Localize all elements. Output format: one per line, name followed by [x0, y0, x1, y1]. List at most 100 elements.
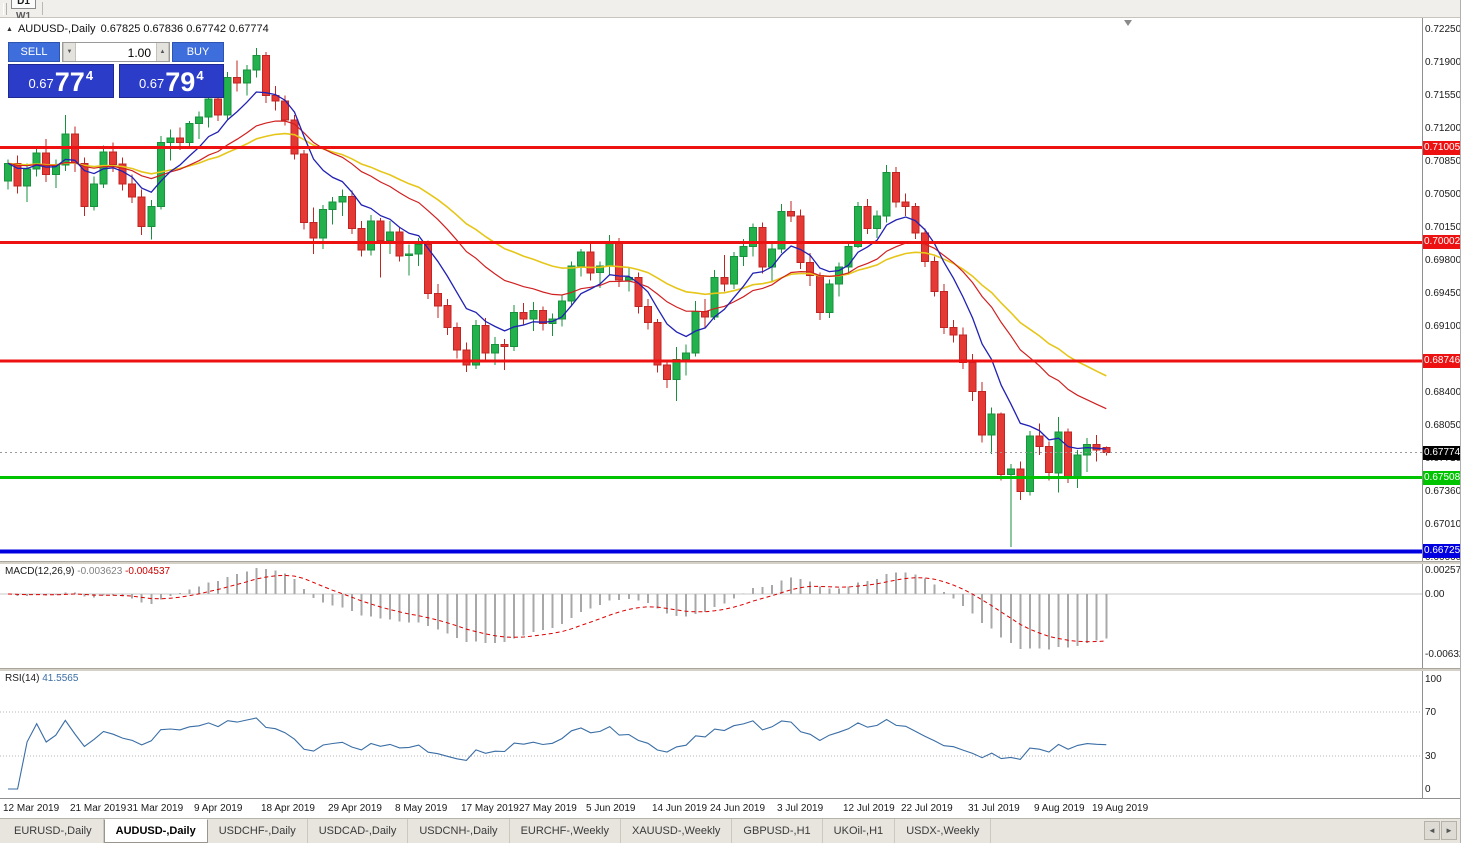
timeframe-button-w1[interactable]: W1 — [11, 9, 36, 24]
tab-scroll-left-icon[interactable]: ◄ — [1424, 821, 1440, 840]
macd-signal-value: -0.004537 — [125, 566, 171, 577]
buy-price-prefix: 0.67 — [138, 76, 165, 91]
timeframe-button-d1[interactable]: D1 — [11, 0, 36, 9]
price-axis-label: 0.67010 — [1425, 519, 1460, 530]
volume-input[interactable]: 1.00 — [127, 46, 151, 60]
level-price-tag: 0.68746 — [1423, 354, 1460, 368]
date-axis-label: 18 Apr 2019 — [261, 803, 315, 814]
levels-layer — [0, 146, 1422, 554]
candles-layer — [4, 48, 1111, 548]
chart-tab[interactable]: USDCNH-,Daily — [408, 819, 510, 843]
rsi-axis-label: 0 — [1425, 784, 1431, 795]
date-axis-label: 22 Jul 2019 — [901, 803, 953, 814]
price-axis-label: 0.69450 — [1425, 288, 1460, 299]
rsi-canvas[interactable] — [0, 671, 1422, 798]
date-axis-label: 31 Jul 2019 — [968, 803, 1020, 814]
buy-button[interactable]: BUY — [172, 42, 224, 62]
price-axis-label: 0.70850 — [1425, 156, 1460, 167]
macd-label: MACD(12,26,9) -0.003623 -0.004537 — [5, 566, 171, 577]
sell-price-pipette: 4 — [85, 68, 94, 83]
level-price-tag: 0.71005 — [1423, 141, 1460, 155]
sell-price-prefix: 0.67 — [28, 76, 54, 91]
price-axis-label: 0.71200 — [1425, 123, 1460, 134]
toolbar-drag-handle[interactable] — [3, 2, 7, 15]
chart-tab[interactable]: USDCAD-,Daily — [308, 819, 409, 843]
level-price-tag: 0.67508 — [1423, 471, 1460, 485]
moving-averages-layer — [7, 91, 1107, 450]
buy-price-pipette: 4 — [196, 68, 204, 83]
chart-shift-marker-icon[interactable] — [1124, 20, 1132, 26]
rsi-axis-label: 70 — [1425, 707, 1437, 718]
chart-tab[interactable]: AUDUSD-,Daily — [103, 819, 208, 843]
chart-tab[interactable]: UKOil-,H1 — [823, 819, 896, 843]
price-axis[interactable]: 0.72250 0.71900 0.71550 0.71200 0.70850 0.705… — [1422, 18, 1460, 561]
date-axis-label: 9 Apr 2019 — [194, 803, 243, 814]
macd-main-value: -0.003623 — [77, 566, 123, 577]
date-axis-label: 19 Aug 2019 — [1092, 803, 1149, 814]
date-axis-label: 31 Mar 2019 — [127, 803, 184, 814]
price-axis-label: 0.72250 — [1425, 24, 1460, 35]
macd-axis-label: -0.006326 — [1425, 649, 1460, 660]
date-axis-label: 3 Jul 2019 — [777, 803, 824, 814]
price-axis-label: 0.67360 — [1425, 486, 1460, 497]
buy-price-display[interactable]: 0.67 79 4 — [118, 64, 224, 98]
price-axis-label: 0.70150 — [1425, 222, 1460, 233]
buy-price-big-digits: 79 — [165, 67, 196, 97]
volume-decrease-button[interactable]: ▼ — [63, 43, 76, 61]
collapse-panel-icon[interactable]: ▲ — [6, 25, 13, 33]
chart-tab[interactable]: XAUUSD-,Weekly — [621, 819, 733, 843]
chart-tab[interactable]: EURUSD-,Daily — [3, 819, 104, 843]
chart-ohlc-values: 0.67825 0.67836 0.67742 0.67774 — [100, 23, 269, 35]
time-axis[interactable]: 12 Mar 2019 21 Mar 2019 31 Mar 2019 9 Apr 2… — [0, 798, 1460, 818]
tab-scroll-right-icon[interactable]: ► — [1441, 821, 1457, 840]
panel-splitter[interactable] — [0, 561, 1460, 564]
date-axis-label: 12 Mar 2019 — [3, 803, 60, 814]
volume-increase-button[interactable]: ▲ — [156, 43, 169, 61]
price-axis-label: 0.69100 — [1425, 321, 1460, 332]
macd-axis[interactable]: 0.002574 0.00 -0.006326 — [1422, 564, 1460, 668]
rsi-axis-label: 30 — [1425, 751, 1437, 762]
price-axis-label: 0.68050 — [1425, 420, 1460, 431]
rsi-axis[interactable]: 100 70 30 0 — [1422, 671, 1460, 798]
chart-tab[interactable]: USDX-,Weekly — [895, 819, 992, 843]
level-price-tag: 0.70002 — [1423, 235, 1460, 249]
volume-field-group: ▼ 1.00 ▲ — [62, 42, 170, 62]
current-price-tag: 0.67774 — [1423, 446, 1460, 460]
rsi-levels — [0, 711, 1422, 757]
chart-tab[interactable]: EURCHF-,Weekly — [510, 819, 621, 843]
price-axis-label: 0.71550 — [1425, 90, 1460, 101]
rsi-value: 41.5565 — [42, 673, 79, 684]
date-axis-label: 14 Jun 2019 — [652, 803, 708, 814]
sell-button[interactable]: SELL — [8, 42, 60, 62]
macd-axis-label: 0.002574 — [1425, 565, 1460, 576]
price-axis-label: 0.71900 — [1425, 57, 1460, 68]
price-chart-canvas[interactable] — [0, 18, 1422, 561]
price-chart-panel: ▲ AUDUSD-,Daily 0.67825 0.67836 0.67742 … — [0, 18, 1460, 561]
macd-histogram — [16, 568, 1108, 650]
panel-splitter[interactable] — [0, 668, 1460, 671]
date-axis-label: 9 Aug 2019 — [1034, 803, 1085, 814]
chart-tab[interactable]: USDCHF-,Daily — [208, 819, 308, 843]
chart-symbol-label: AUDUSD-,Daily — [17, 23, 96, 35]
chart-title: ▲ AUDUSD-,Daily 0.67825 0.67836 0.67742 … — [6, 23, 269, 35]
date-axis-label: 27 May 2019 — [519, 803, 577, 814]
date-axis-label: 29 Apr 2019 — [328, 803, 382, 814]
chart-tab[interactable]: GBPUSD-,H1 — [732, 819, 823, 843]
date-axis-label: 8 May 2019 — [395, 803, 448, 814]
level-price-tag: 0.66725 — [1423, 544, 1460, 558]
date-axis-label: 12 Jul 2019 — [843, 803, 895, 814]
date-axis-label: 21 Mar 2019 — [70, 803, 127, 814]
rsi-line — [8, 717, 1107, 790]
price-axis-label: 0.69800 — [1425, 255, 1460, 266]
sell-price-display[interactable]: 0.67 77 4 — [8, 64, 114, 98]
price-axis-label: 0.70500 — [1425, 189, 1460, 200]
sell-price-big-digits: 77 — [54, 67, 85, 97]
macd-indicator-panel: MACD(12,26,9) -0.003623 -0.004537 0.0025… — [0, 564, 1460, 668]
date-axis-label: 17 May 2019 — [461, 803, 519, 814]
date-axis-label: 24 Jun 2019 — [710, 803, 766, 814]
date-axis-label: 5 Jun 2019 — [586, 803, 636, 814]
macd-axis-label: 0.00 — [1425, 589, 1445, 600]
macd-canvas[interactable] — [0, 564, 1422, 668]
rsi-label: RSI(14) 41.5565 — [5, 673, 79, 684]
